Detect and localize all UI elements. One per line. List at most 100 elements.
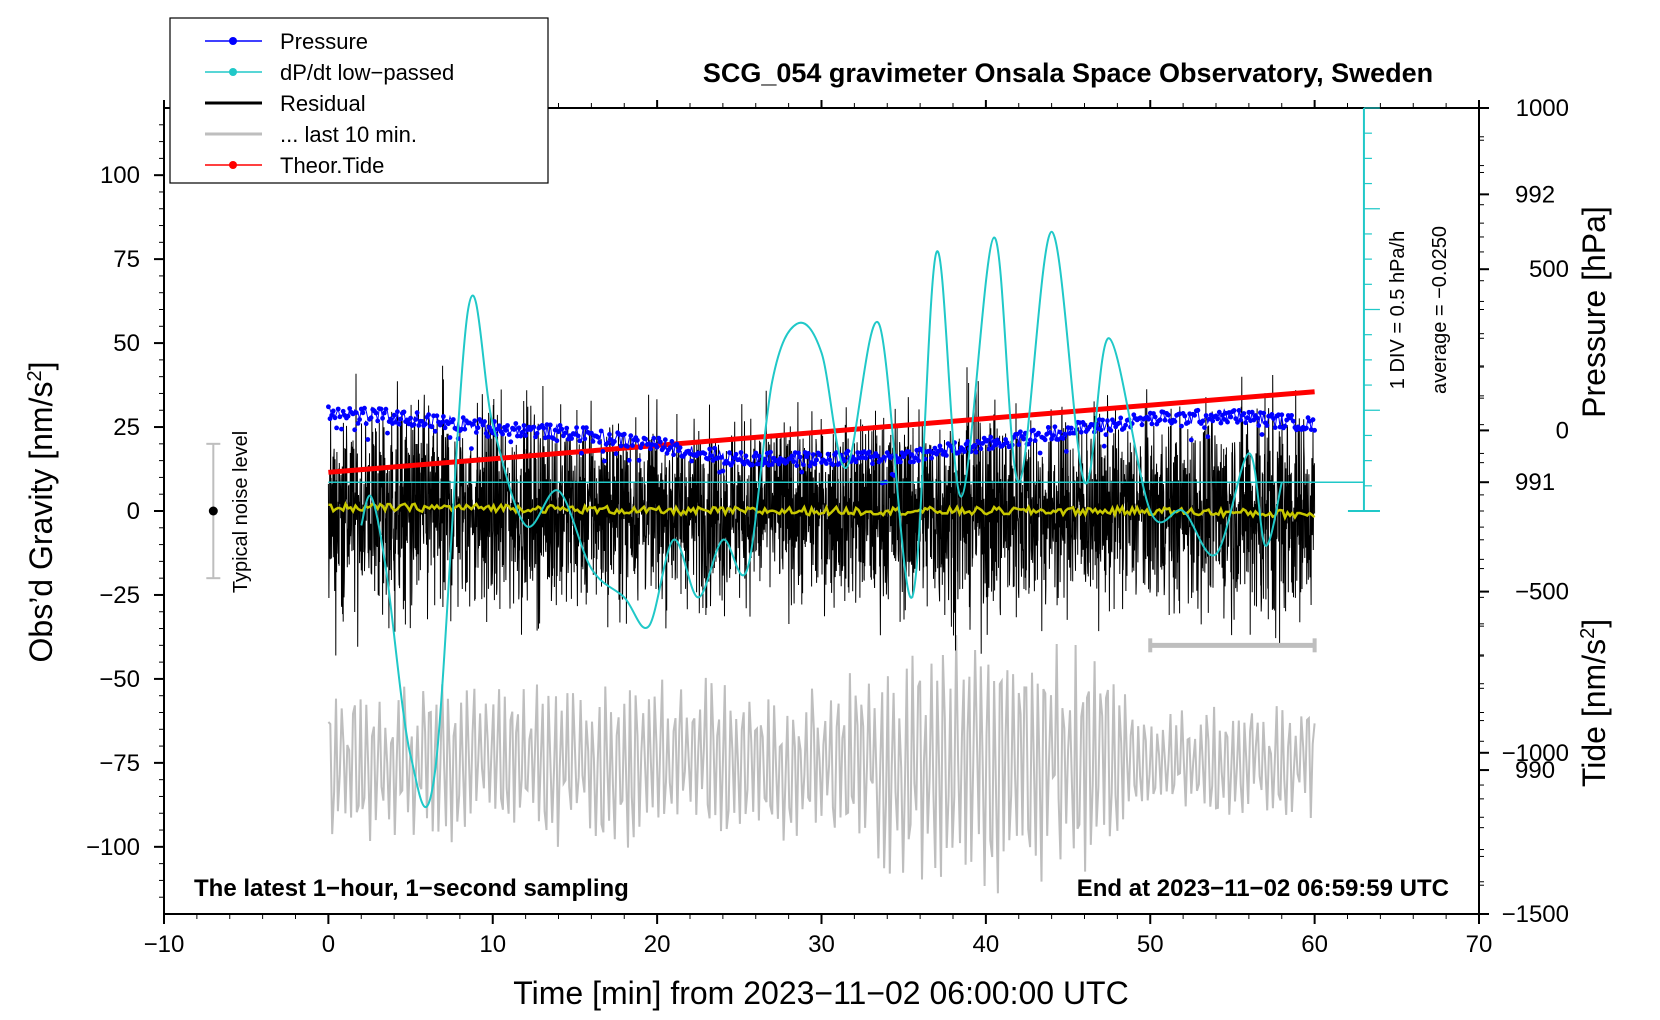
x-tick-label: 40 (973, 931, 1000, 958)
pressure-point (475, 425, 481, 431)
dpdt-scale-bar (1347, 107, 1380, 512)
pressure-point (442, 425, 448, 431)
pressure-point (391, 412, 397, 418)
pressure-point (875, 453, 880, 459)
pressure-point (378, 406, 384, 412)
pressure-point (801, 462, 806, 468)
pressure-point (806, 451, 811, 456)
x-tick-label: 0 (322, 931, 335, 958)
pressure-point (628, 433, 634, 439)
tide-label-sup: 2 (1577, 628, 1599, 639)
pressure-point (796, 450, 801, 456)
pressure-point (541, 425, 547, 431)
pressure-point (789, 453, 795, 459)
pressure-point (736, 457, 742, 462)
pressure-point (1037, 450, 1043, 456)
pressure-point (845, 448, 851, 454)
gravity-label-sup: 2 (24, 370, 46, 381)
pressure-point (362, 405, 367, 411)
pressure-point (419, 419, 425, 424)
pressure-point (383, 406, 389, 412)
pressure-point (635, 437, 640, 443)
pressure-point (707, 446, 713, 452)
tide-label-main: Tide [nm/s (1576, 639, 1612, 787)
pressure-point (1231, 408, 1237, 413)
pressure-point (1289, 413, 1294, 418)
pressure-point (1218, 420, 1224, 426)
pressure-point (347, 406, 353, 411)
pressure-point (1060, 436, 1066, 441)
pressure-point (1221, 417, 1227, 422)
pressure-point (1203, 413, 1209, 418)
pressure-point (395, 409, 400, 415)
pressure-point (582, 436, 588, 442)
pressure-point (564, 425, 570, 431)
pressure-point (898, 459, 903, 465)
pressure-point (656, 435, 662, 441)
pressure-point (1101, 443, 1107, 449)
pressure-point (929, 455, 934, 461)
legend: Pressure dP/dt low−passed Residual ... last… (169, 17, 549, 184)
pressure-point (368, 415, 374, 421)
pressure-point (1202, 425, 1207, 430)
pressure-point (1165, 412, 1171, 418)
pressure-point (562, 430, 568, 436)
pressure-point (429, 424, 435, 430)
pressure-point (990, 445, 995, 451)
pressure-point (1179, 423, 1184, 429)
pressure-point (625, 444, 630, 449)
pressure-point (909, 452, 915, 458)
legend-label: dP/dt low−passed (280, 60, 454, 85)
pressure-point (1249, 409, 1255, 415)
pressure-point (1123, 422, 1128, 428)
pressure-point (413, 417, 418, 422)
pressure-point (513, 421, 519, 426)
residual-trace (327, 365, 1316, 656)
pressure-point (1279, 412, 1285, 418)
footer-left: The latest 1−hour, 1−second sampling (194, 875, 629, 902)
dpdt-curve (360, 230, 1283, 808)
pressure-point (1256, 423, 1262, 428)
pressure-tick-label: 991 (1515, 469, 1555, 496)
tide-tick-label: −1000 (1502, 740, 1569, 767)
pressure-point (1225, 419, 1230, 425)
pressure-point (1244, 415, 1250, 421)
pressure-point (733, 451, 739, 457)
pressure-point (330, 408, 336, 414)
pressure-point (1310, 417, 1316, 423)
pressure-point (1192, 412, 1197, 418)
pressure-point (830, 462, 836, 468)
pressure-point (505, 423, 510, 428)
legend-marker (229, 37, 237, 45)
pressure-point (1210, 418, 1216, 424)
pressure-point (626, 457, 632, 463)
pressure-point (1238, 417, 1244, 423)
pressure-point (1182, 413, 1188, 419)
pressure-point (365, 437, 371, 442)
pressure-point (485, 434, 491, 439)
pressure-point (1146, 416, 1151, 422)
pressure-point (1264, 423, 1270, 428)
x-tick-label: 10 (479, 931, 506, 958)
residual-layer (327, 365, 1316, 656)
dpdt-layer (328, 230, 1364, 808)
pressure-point (503, 427, 509, 433)
pressure-point (1195, 407, 1201, 413)
gravity-tick-label: −100 (86, 834, 140, 861)
pressure-point (718, 455, 724, 460)
pressure-point (654, 444, 660, 450)
pressure-point (630, 443, 635, 448)
pressure-point (414, 410, 420, 416)
pressure-point (1100, 417, 1105, 423)
pressure-point (1036, 430, 1041, 436)
pressure-point (881, 454, 887, 460)
pressure-point (432, 428, 438, 434)
pressure-point (866, 449, 872, 455)
pressure-point (1027, 437, 1033, 443)
pressure-point (335, 406, 341, 412)
pressure-point (352, 427, 358, 433)
tide-tick-label: 1000 (1516, 95, 1569, 122)
pressure-point (1078, 429, 1084, 435)
pressure-point (756, 453, 762, 459)
pressure-point (459, 426, 464, 432)
